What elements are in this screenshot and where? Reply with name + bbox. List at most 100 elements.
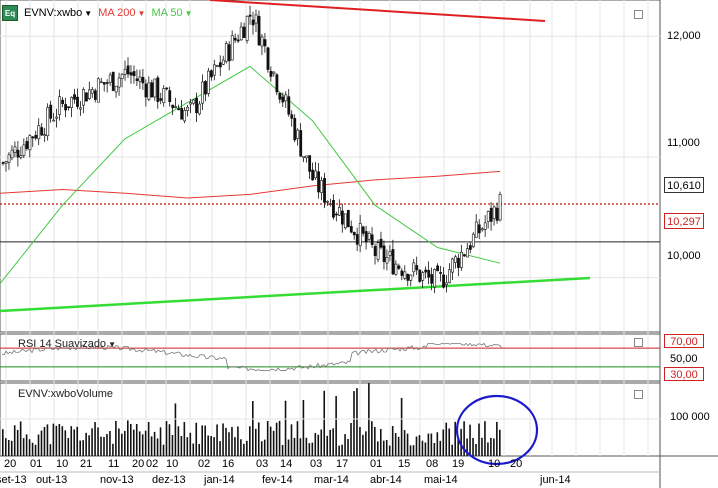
candle-up [480, 228, 484, 231]
candle-up [22, 144, 26, 156]
symbol-selector[interactable]: EVNV:xwbo ▼ [24, 7, 93, 19]
volume-bar [406, 433, 409, 456]
candle-up [4, 161, 8, 164]
volume-bar [46, 424, 49, 456]
volume-bar [374, 427, 376, 456]
rsi-line [1, 342, 503, 372]
candle-up [207, 70, 210, 94]
candle-down [281, 96, 285, 103]
volume-bar [302, 399, 305, 456]
volume-bar [323, 390, 326, 456]
volume-bar [189, 432, 192, 456]
candle-down [49, 104, 53, 119]
x-tick-day: 10 [488, 458, 501, 470]
maximize-icon[interactable] [634, 338, 643, 347]
volume-bar [100, 436, 102, 456]
maximize-icon[interactable] [634, 10, 643, 19]
volume-bar [147, 422, 150, 456]
candle-up [471, 233, 475, 248]
candle-up [52, 119, 56, 122]
volume-bar [290, 424, 293, 456]
candle-down [210, 70, 213, 78]
candle-up [302, 156, 306, 159]
volume-bar [266, 420, 269, 456]
volume-bar [272, 430, 275, 456]
volume-bar [487, 442, 489, 456]
candle-down [180, 107, 184, 120]
volume-bar [496, 421, 498, 456]
candle-down [156, 77, 160, 102]
ma200-selector[interactable]: MA 200 ▼ [98, 7, 146, 19]
candle-up [153, 78, 157, 98]
volume-bar [484, 421, 486, 456]
volume-bar [356, 388, 358, 456]
rsi-title[interactable]: RSI 14 Suavizado ▼ [18, 338, 116, 350]
ma50-selector[interactable]: MA 50 ▼ [151, 7, 193, 19]
volume-bar [350, 422, 352, 456]
candle-up [329, 203, 332, 206]
volume-bar [388, 445, 391, 456]
volume-bar [409, 445, 412, 456]
candle-up [460, 251, 463, 268]
volume-bar [52, 423, 55, 456]
chevron-down-icon[interactable]: ▼ [108, 340, 116, 349]
candle-up [108, 74, 112, 83]
candle-down [436, 265, 440, 272]
x-tick-day: 20 [4, 458, 17, 470]
equity-logo[interactable]: Eq [2, 5, 18, 21]
volume-bar [385, 439, 388, 456]
chevron-down-icon[interactable]: ▼ [137, 9, 146, 18]
candle-up [162, 88, 166, 104]
volume-bar [129, 423, 132, 456]
volume-bar [159, 427, 162, 456]
volume-bar [132, 429, 135, 456]
candle-down [275, 74, 279, 93]
volume-bar [171, 435, 174, 456]
candle-up [448, 269, 451, 283]
candle-up [254, 14, 258, 24]
volume-bar [183, 422, 186, 456]
volume-bar [37, 434, 40, 456]
candle-up [90, 89, 94, 94]
candle-up [272, 71, 276, 74]
chevron-down-icon[interactable]: ▼ [84, 9, 93, 18]
x-tick-day: 14 [280, 458, 293, 470]
candle-up [58, 96, 62, 115]
volume-bar [73, 429, 76, 456]
candle-down [132, 71, 136, 77]
maximize-icon[interactable] [634, 390, 643, 399]
candle-up [412, 262, 416, 273]
x-tick-day: 03 [256, 458, 269, 470]
candle-up [7, 154, 11, 163]
candle-up [189, 102, 193, 105]
x-tick-day: 02 [198, 458, 211, 470]
candle-down [257, 16, 261, 46]
candle-up [117, 77, 121, 88]
rsi-tick-70: 70,00 [664, 334, 704, 348]
x-tick-month: dez-13 [152, 474, 186, 486]
volume-bar [135, 424, 138, 456]
candle-up [224, 43, 228, 62]
volume-bar [311, 442, 314, 456]
candle-up [367, 232, 371, 240]
candle-down [463, 254, 466, 257]
candle-up [192, 99, 195, 104]
candle-down [439, 272, 443, 274]
rsi-tick-30: 30,00 [664, 367, 704, 381]
volume-bar [257, 422, 260, 456]
candle-up [498, 194, 502, 221]
candle-down [73, 94, 76, 100]
chevron-down-icon[interactable]: ▼ [184, 9, 193, 18]
volume-bar [445, 422, 448, 456]
candle-up [183, 110, 187, 122]
volume-bar [254, 428, 257, 456]
candle-up [79, 107, 82, 110]
candle-up [138, 76, 142, 82]
candle-up [82, 89, 85, 106]
volume-bar [421, 440, 424, 456]
volume-bar [371, 421, 373, 456]
volume-bar [118, 428, 120, 456]
candle-down [489, 208, 493, 222]
candle-down [85, 92, 88, 102]
